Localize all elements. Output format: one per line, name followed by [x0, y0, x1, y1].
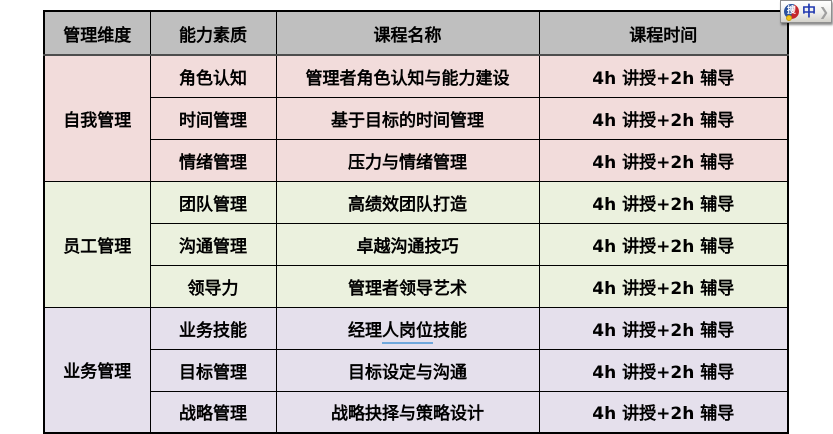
competency-cell: 沟通管理: [149, 222, 277, 266]
competency-cell: 团队管理: [149, 180, 277, 224]
course-text: 经理: [348, 320, 382, 341]
course-plan-table: 管理维度 能力素质 课程名称 课程时间 自我管理 角色认知 管理者角色认知与能力…: [43, 10, 789, 434]
table-row: 沟通管理 卓越沟通技巧 4h 讲授+2h 辅导: [44, 222, 789, 266]
course-cell: 战略抉择与策略设计: [275, 390, 540, 434]
dimension-cell-self-management: 自我管理: [43, 54, 151, 182]
header-competency: 能力素质: [149, 10, 277, 56]
course-cell: 高绩效团队打造: [275, 180, 540, 224]
time-cell: 4h 讲授+2h 辅导: [538, 306, 789, 350]
time-cell: 4h 讲授+2h 辅导: [538, 96, 789, 140]
dimension-cell-business-management: 业务管理: [43, 306, 151, 434]
course-cell: 经理人岗位技能: [275, 306, 540, 350]
header-course-time: 课程时间: [538, 10, 789, 56]
chevron-right-icon[interactable]: ❯: [818, 4, 829, 19]
course-cell: 压力与情绪管理: [275, 138, 540, 182]
competency-cell: 情绪管理: [149, 138, 277, 182]
table-row: 业务管理 业务技能 经理人岗位技能 4h 讲授+2h 辅导: [43, 306, 789, 434]
table-row: 员工管理 团队管理 高绩效团队打造 4h 讲授+2h 辅导: [43, 180, 789, 308]
table-row: 战略管理 战略抉择与策略设计 4h 讲授+2h 辅导: [44, 390, 789, 434]
time-cell: 4h 讲授+2h 辅导: [538, 264, 789, 308]
time-cell: 4h 讲授+2h 辅导: [538, 138, 789, 182]
time-cell: 4h 讲授+2h 辅导: [538, 222, 789, 266]
course-text: 技能: [433, 320, 467, 341]
ime-status-bar[interactable]: 搜 中 ❯: [779, 0, 832, 23]
header-course-name: 课程名称: [275, 10, 540, 56]
competency-cell: 目标管理: [149, 348, 277, 392]
sogou-logo-yellow-dot-icon: [785, 15, 792, 21]
table-header-row: 管理维度 能力素质 课程名称 课程时间: [43, 10, 789, 56]
competency-cell: 角色认知: [149, 54, 277, 98]
course-cell: 基于目标的时间管理: [275, 96, 540, 140]
table-row: 自我管理 角色认知 管理者角色认知与能力建设 4h 讲授+2h 辅导: [43, 54, 789, 182]
course-text-underlined: 人岗位: [382, 320, 433, 344]
table-row: 时间管理 基于目标的时间管理 4h 讲授+2h 辅导: [44, 96, 789, 140]
course-cell: 卓越沟通技巧: [275, 222, 540, 266]
table-row: 领导力 管理者领导艺术 4h 讲授+2h 辅导: [44, 264, 789, 308]
table-row: 目标管理 目标设定与沟通 4h 讲授+2h 辅导: [44, 348, 789, 392]
competency-cell: 战略管理: [149, 390, 277, 434]
course-cell: 管理者角色认知与能力建设: [275, 54, 540, 98]
time-cell: 4h 讲授+2h 辅导: [538, 54, 789, 98]
competency-cell: 时间管理: [149, 96, 277, 140]
time-cell: 4h 讲授+2h 辅导: [538, 348, 789, 392]
course-cell: 管理者领导艺术: [275, 264, 540, 308]
header-dimension: 管理维度: [43, 10, 151, 56]
table-row: 情绪管理 压力与情绪管理 4h 讲授+2h 辅导: [44, 138, 789, 182]
dimension-cell-staff-management: 员工管理: [43, 180, 151, 308]
course-cell: 目标设定与沟通: [275, 348, 540, 392]
competency-cell: 业务技能: [149, 306, 277, 350]
time-cell: 4h 讲授+2h 辅导: [538, 390, 789, 434]
competency-cell: 领导力: [149, 264, 277, 308]
ime-chinese-mode-toggle[interactable]: 中: [801, 3, 816, 20]
time-cell: 4h 讲授+2h 辅导: [538, 180, 789, 224]
